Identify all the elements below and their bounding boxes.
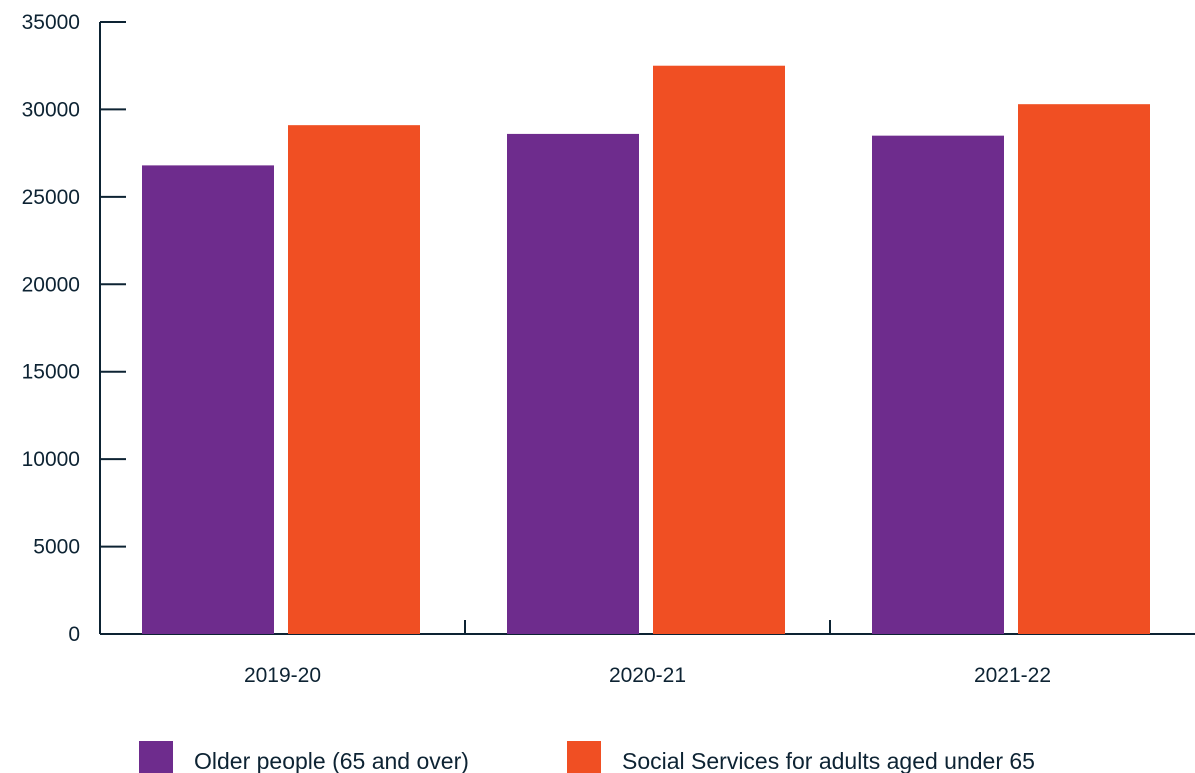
- y-tick-label: 15000: [22, 361, 80, 384]
- legend-swatch-adults-under-65: [567, 741, 601, 773]
- y-tick-label: 25000: [22, 186, 80, 209]
- bar-adults-under-65-2021-22: [1018, 104, 1150, 634]
- legend-label: Social Services for adults aged under 65: [622, 748, 1035, 773]
- legend-swatch-older-people: [139, 741, 173, 773]
- y-tick-label: 35000: [22, 11, 80, 34]
- y-axis: 0 5000 10000 15000 20000 25000 30000 35000: [22, 11, 126, 646]
- y-tick-label: 30000: [22, 98, 80, 121]
- bar-older-people-2021-22: [872, 135, 1004, 634]
- x-tick-label: 2019-20: [244, 664, 321, 687]
- bar-older-people-2020-21: [507, 133, 639, 634]
- legend-label: Older people (65 and over): [194, 748, 469, 773]
- bars: [142, 65, 1150, 634]
- x-axis: 2019-20 2020-21 2021-22: [100, 620, 1195, 687]
- y-tick-label: 0: [68, 623, 80, 646]
- legend: Older people (65 and over) Social Service…: [139, 741, 1035, 773]
- bar-older-people-2019-20: [142, 165, 274, 634]
- x-tick-label: 2020-21: [609, 664, 686, 687]
- y-tick-label: 5000: [33, 536, 80, 559]
- y-tick-label: 20000: [22, 273, 80, 296]
- bar-adults-under-65-2020-21: [653, 65, 785, 634]
- y-tick-label: 10000: [22, 448, 80, 471]
- bar-adults-under-65-2019-20: [288, 125, 420, 634]
- x-tick-label: 2021-22: [974, 664, 1051, 687]
